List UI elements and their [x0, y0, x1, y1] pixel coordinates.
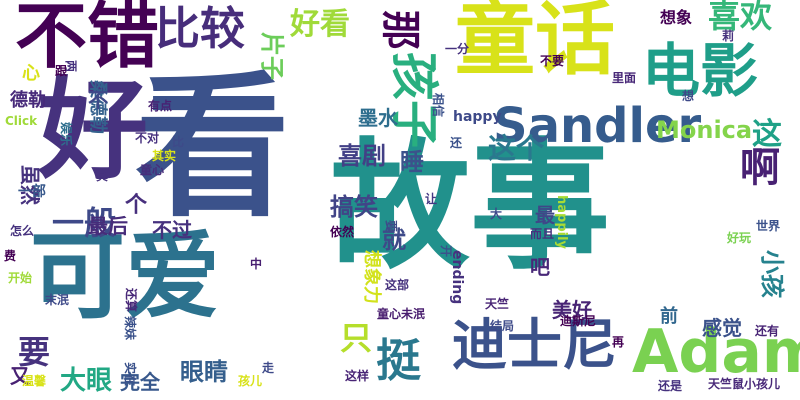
cloud-word: 还是 [658, 379, 683, 393]
cloud-word: 个 [125, 193, 148, 218]
cloud-word: 童话 [455, 0, 615, 86]
cloud-word: 最后 [88, 214, 128, 238]
cloud-word: 这 [752, 117, 782, 152]
cloud-word: 好 [38, 66, 148, 194]
cloud-word: 感觉 [702, 316, 742, 340]
cloud-word: 迪斯尼 [560, 314, 597, 328]
cloud-word: 不对 [135, 131, 160, 145]
cloud-word: 前 [660, 306, 678, 327]
cloud-word: 电影 [642, 37, 759, 105]
cloud-word: 眼睛 [180, 358, 228, 386]
cloud-word: 实在 [123, 362, 137, 387]
cloud-word: 故事 [330, 126, 611, 289]
cloud-word: 迪士尼 [452, 313, 618, 377]
cloud-word: 跟 [55, 64, 68, 78]
cloud-word: 想 [682, 89, 695, 103]
cloud-word: 小孩 [758, 250, 786, 298]
cloud-word: 再 [612, 335, 625, 349]
cloud-word: 费 [4, 249, 17, 263]
cloud-word: 美好 [552, 298, 592, 322]
cloud-word: 要 [384, 220, 398, 233]
cloud-word: 不要 [540, 54, 565, 68]
cloud-word: 好看 [290, 7, 350, 42]
cloud-word: 比 [172, 135, 185, 149]
cloud-word: 完全 [120, 370, 160, 394]
cloud-word: 比较 [155, 2, 246, 55]
cloud-word: 让 [425, 192, 438, 206]
cloud-word: 好玩 [727, 231, 752, 245]
cloud-word: 啊 [740, 145, 780, 191]
cloud-word: 可爱 [30, 222, 221, 332]
cloud-word: 喜剧 [338, 142, 386, 170]
cloud-word: 看 [135, 57, 290, 238]
cloud-word: 要 [18, 333, 51, 371]
cloud-word: happy [453, 109, 502, 125]
cloud-word: 世界 [756, 219, 781, 233]
cloud-word: 结局 [490, 319, 515, 333]
cloud-word: 不 [88, 88, 108, 112]
cloud-word: Click [5, 114, 38, 128]
cloud-word: 童心未泯 [377, 307, 426, 321]
cloud-word: 一分 [445, 42, 470, 56]
cloud-word: 想象 [660, 8, 693, 27]
cloud-word: 依然 [330, 225, 355, 239]
cloud-word: 还算 [124, 288, 138, 313]
cloud-word: 天竺鼠小孩儿 [708, 377, 781, 391]
cloud-word: 童心 [140, 163, 165, 177]
cloud-word: 这个 [488, 132, 545, 165]
cloud-word: ending [449, 250, 465, 305]
cloud-word: 睡 [400, 148, 424, 176]
cloud-word: 这部 [385, 278, 410, 292]
cloud-word: 真 [96, 169, 109, 183]
cloud-word: 怎么 [10, 224, 35, 238]
cloud-word: 中 [250, 257, 263, 271]
cloud-word: 片子 [258, 32, 286, 80]
cloud-word: 一部 [18, 184, 46, 200]
cloud-word: 娱乐 [59, 122, 73, 147]
cloud-word: 就 [382, 226, 406, 254]
cloud-word: 还 [450, 136, 463, 150]
cloud-word: 末泯 [45, 293, 70, 307]
cloud-word: 挺 [376, 334, 422, 387]
cloud-word: 天竺 [485, 297, 510, 311]
cloud-word: 一般 [52, 204, 117, 242]
cloud-word: 最 [535, 203, 555, 227]
cloud-word: 这样 [345, 369, 370, 383]
cloud-word: 走 [262, 361, 275, 375]
cloud-word: 那 [377, 10, 423, 50]
cloud-word: 不过 [152, 218, 192, 242]
cloud-word: 温馨 [22, 374, 47, 388]
cloud-word: 心 [22, 63, 40, 84]
cloud-word: 大眼 [60, 366, 113, 396]
cloud-word: Monica [656, 116, 753, 144]
cloud-word: 只 [340, 319, 373, 357]
cloud-word: 莉 [722, 29, 735, 43]
cloud-word: 大 [490, 207, 503, 221]
cloud-word: 孩儿 [238, 374, 263, 388]
cloud-word: 又 [10, 364, 30, 388]
cloud-word: 吧 [530, 255, 550, 279]
cloud-word: 辣妹 [123, 316, 137, 341]
cloud-word: 里面 [612, 71, 637, 85]
cloud-word: 相信 [431, 93, 445, 118]
cloud-word: 有点 [148, 99, 173, 113]
cloud-word: Sandler [493, 98, 702, 154]
cloud-word: 德勒 [10, 90, 46, 111]
cloud-word: 搞笑 [330, 193, 378, 221]
cloud-word: happily [554, 195, 569, 250]
cloud-word: 喜欢 [708, 0, 773, 35]
cloud-word: 墨水 [358, 106, 398, 130]
cloud-word: 想象力 [361, 250, 382, 304]
cloud-word: Adam [632, 317, 800, 387]
cloud-word: 而且 [530, 227, 555, 241]
cloud-word: 还有 [755, 324, 780, 338]
cloud-word: 不错 [15, 0, 160, 78]
cloud-word: 开始 [8, 271, 33, 285]
cloud-word: 开 [439, 245, 453, 258]
cloud-word: 其实 [152, 149, 177, 163]
